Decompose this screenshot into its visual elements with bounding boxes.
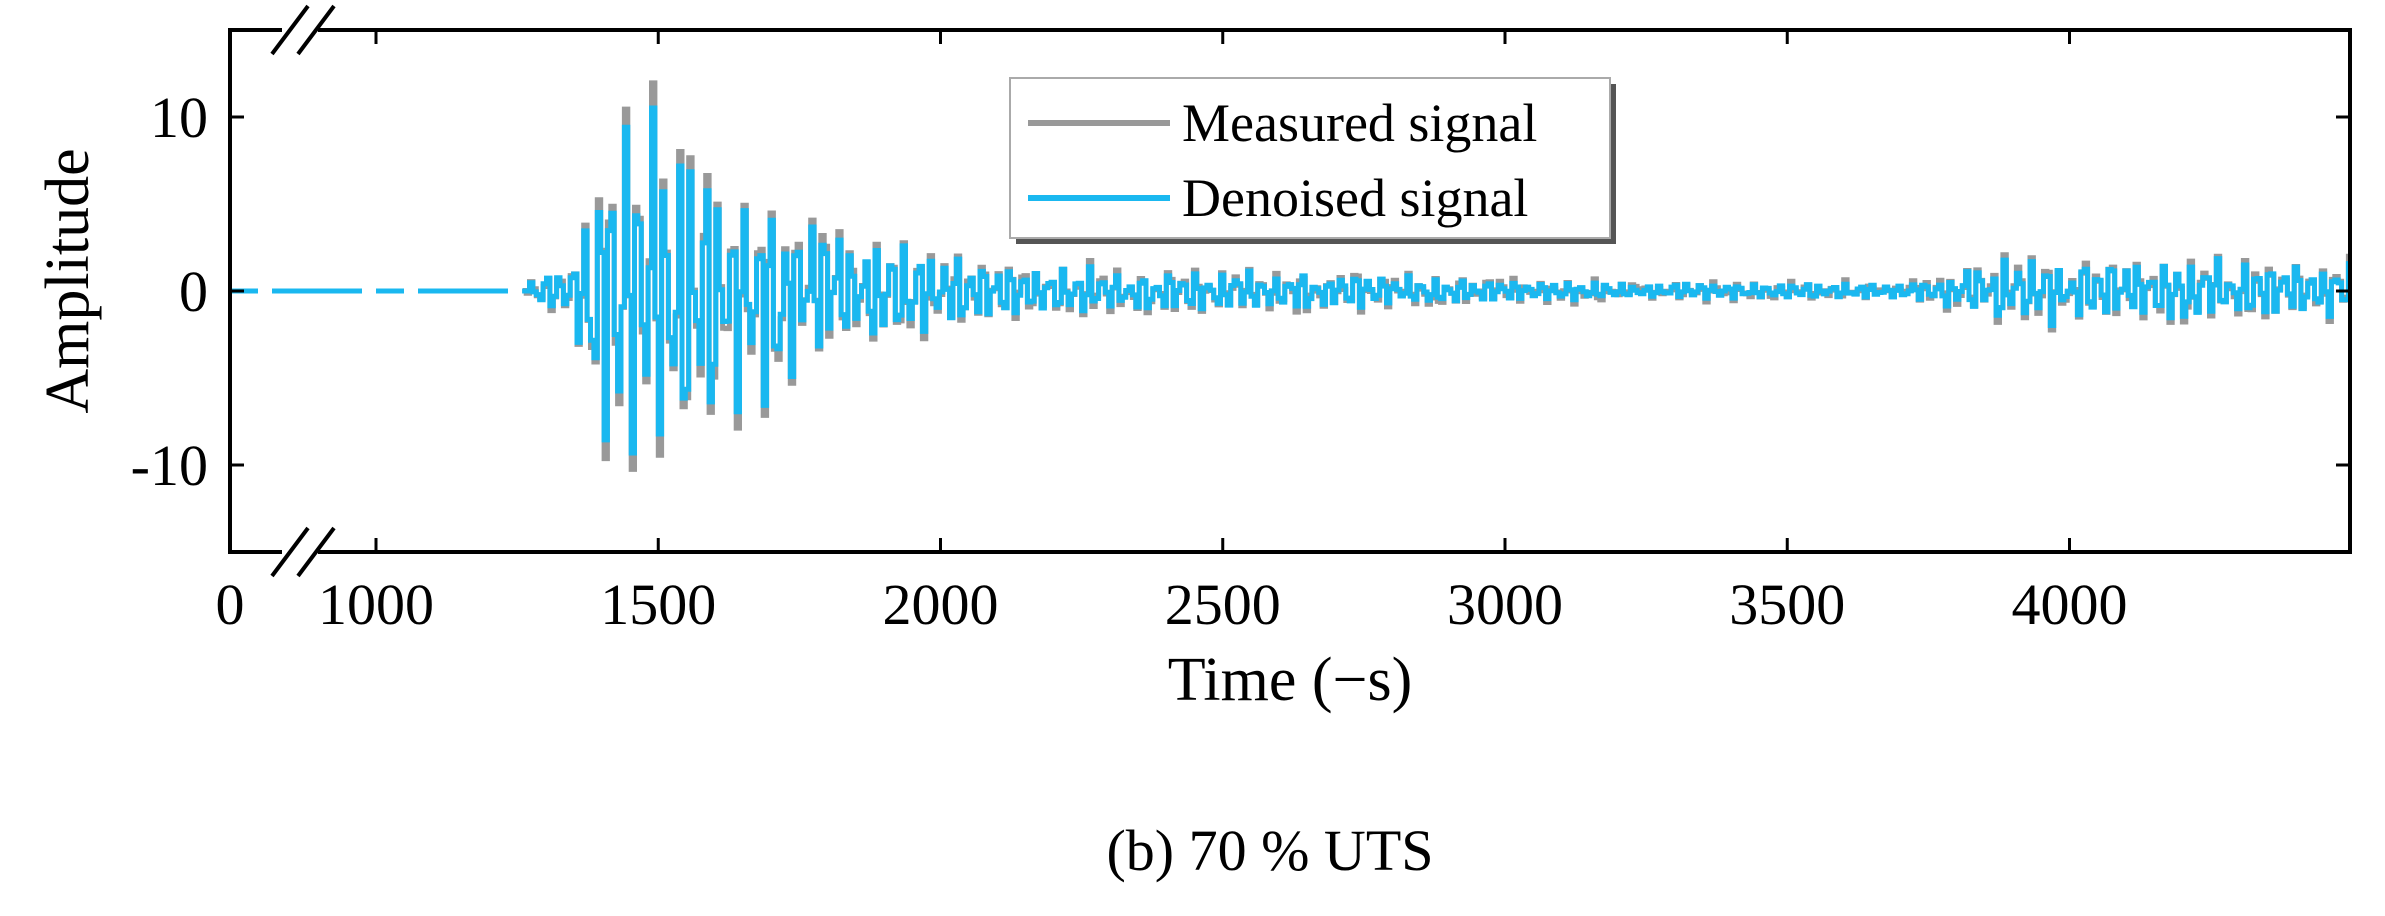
- legend-box: [1009, 77, 1611, 239]
- y-tick-label: -10: [131, 433, 208, 498]
- x-tick-label: 0: [216, 572, 245, 637]
- axis-break-marks: [270, 4, 336, 578]
- figure-caption: (b) 70 % UTS: [1106, 818, 1433, 883]
- y-axis-ticks: 10 0 -10: [131, 85, 2350, 498]
- series-line-denoised: [522, 105, 2350, 456]
- x-tick-label: 2500: [1165, 572, 1281, 637]
- y-tick-label: 0: [179, 259, 208, 324]
- axis-break-slash: [270, 526, 310, 578]
- y-axis-label: Amplitude: [34, 148, 102, 413]
- legend-label-denoised: Denoised signal: [1182, 168, 1528, 228]
- x-tick-label: 2000: [883, 572, 999, 637]
- x-tick-label: 3500: [1729, 572, 1845, 637]
- series-layer: [230, 80, 2350, 472]
- x-axis-label: Time (−s): [1168, 646, 1413, 714]
- x-tick-label: 1500: [600, 572, 716, 637]
- legend-label-measured: Measured signal: [1182, 93, 1537, 153]
- y-tick-label: 10: [150, 85, 208, 150]
- axis-break-slash: [270, 4, 310, 56]
- x-tick-label: 3000: [1447, 572, 1563, 637]
- legend: Measured signal Denoised signal: [1009, 77, 1616, 244]
- x-axis-ticks: 0 1000 1500 2000 2500 3000 3500 4000: [216, 30, 2128, 637]
- x-tick-label: 1000: [318, 572, 434, 637]
- axis-break-slash: [296, 4, 336, 56]
- axis-break-slash: [296, 526, 336, 578]
- x-tick-label: 4000: [2012, 572, 2128, 637]
